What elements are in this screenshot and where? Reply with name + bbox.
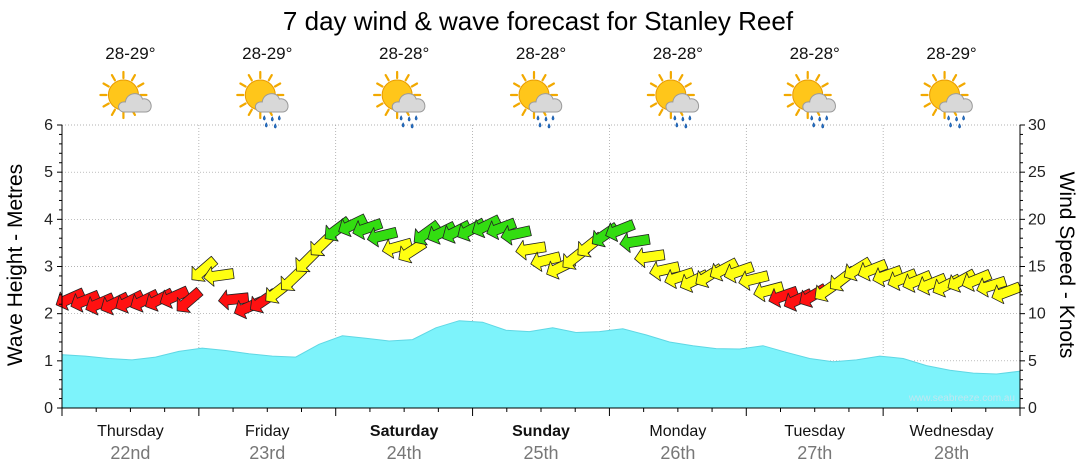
sun-cloud-rain-icon: [920, 70, 973, 129]
wind-arrow: [723, 261, 755, 284]
wind-arrow: [917, 272, 948, 296]
wind-arrow: [768, 285, 800, 308]
y-axis-label-left: Wave Height - Metres: [4, 164, 27, 366]
wind-arrow: [605, 219, 636, 242]
day-name: Thursday: [97, 423, 164, 440]
wind-arrow: [961, 269, 993, 292]
wind-arrows: [55, 213, 1023, 320]
wind-arrow: [857, 258, 889, 282]
wind-arrow: [530, 251, 562, 272]
sun-cloud-rain-icon: [373, 70, 426, 129]
wind-arrow: [413, 219, 442, 246]
temperature-label: 28-28°: [790, 44, 840, 63]
wind-arrow: [486, 217, 517, 240]
wind-arrow: [427, 221, 458, 245]
wind-arrow: [159, 285, 190, 309]
wind-arrow: [619, 232, 651, 253]
temperature-label: 28-29°: [242, 44, 292, 63]
axes: 0 1 2 3 4 5 6 0 5 10 15 20 25 30: [44, 117, 1046, 417]
sun-cloud-icon: [99, 70, 152, 120]
y-tick-label-right: 10: [1028, 306, 1046, 323]
y-tick-label-left: 4: [44, 211, 53, 228]
wave-height-area: [61, 320, 1021, 409]
temperature-label: 28-29°: [105, 44, 155, 63]
temperature-label: 28-29°: [926, 44, 976, 63]
day-date: 22nd: [110, 443, 150, 463]
wind-arrow: [366, 227, 399, 248]
sun-cloud-rain-icon: [509, 70, 563, 129]
wind-arrow: [203, 266, 235, 287]
y-tick-label-left: 3: [44, 259, 53, 276]
wind-arrow: [85, 292, 116, 316]
day-date: 28th: [934, 443, 969, 463]
wind-arrow: [471, 214, 502, 239]
wind-arrow: [649, 261, 681, 282]
chart-title: 7 day wind & wave forecast for Stanley R…: [283, 6, 794, 36]
day-date: 25th: [523, 443, 558, 463]
day-date: 24th: [387, 443, 422, 463]
y-tick-label-right: 5: [1028, 353, 1037, 370]
wind-arrow: [634, 247, 666, 268]
y-tick-label-left: 1: [44, 353, 53, 370]
day-name: Saturday: [370, 423, 439, 440]
wind-arrow: [176, 287, 204, 313]
y-tick-label-left: 6: [44, 117, 53, 134]
wind-arrow: [352, 218, 384, 240]
wind-arrow: [902, 270, 933, 293]
wind-arrow: [843, 256, 873, 282]
sun-cloud-rain-icon: [783, 70, 836, 129]
wind-arrow: [664, 267, 696, 289]
wind-arrow: [338, 213, 369, 238]
y-tick-label-right: 20: [1028, 211, 1046, 228]
sun-cloud-rain-icon: [236, 70, 289, 129]
wind-arrow: [218, 289, 250, 311]
wind-arrow: [709, 257, 740, 282]
wind-arrow: [738, 270, 770, 291]
wind-arrow: [70, 289, 101, 313]
wind-arrow: [753, 281, 785, 303]
temperature-label: 28-28°: [379, 44, 429, 63]
day-name: Wednesday: [909, 423, 993, 440]
wind-arrow: [947, 268, 978, 293]
y-tick-label-left: 2: [44, 306, 53, 323]
wind-arrow: [381, 237, 414, 259]
wind-arrow: [976, 275, 1008, 298]
y-tick-label-left: 0: [44, 400, 53, 417]
wind-arrow: [130, 289, 161, 313]
day-name: Sunday: [512, 423, 570, 440]
day-date: 27th: [797, 443, 832, 463]
day-columns: 28-29° Thursday 22nd 28-29° Friday 23rd 28-28°…: [97, 44, 994, 463]
y-tick-label-right: 30: [1028, 117, 1046, 134]
y-tick-label-left: 5: [44, 164, 53, 181]
wind-arrow: [887, 268, 919, 291]
y-tick-label-right: 15: [1028, 259, 1046, 276]
day-date: 26th: [660, 443, 695, 463]
y-axis-label-right: Wind Speed - Knots: [1055, 172, 1078, 359]
watermark: www.seabreeze.com.au: [908, 393, 1015, 404]
wind-arrow: [191, 255, 219, 282]
day-name: Friday: [245, 423, 289, 440]
wind-arrow: [872, 265, 904, 288]
day-name: Monday: [649, 423, 706, 440]
day-date: 23rd: [249, 443, 285, 463]
temperature-label: 28-28°: [653, 44, 703, 63]
y-tick-label-right: 0: [1028, 400, 1037, 417]
wind-arrow: [55, 287, 86, 311]
y-tick-label-right: 25: [1028, 164, 1046, 181]
wind-arrow: [515, 239, 547, 261]
sun-cloud-rain-icon: [646, 70, 699, 129]
temperature-label: 28-28°: [516, 44, 566, 63]
wind-arrow: [500, 225, 532, 246]
wind-arrow: [115, 289, 146, 314]
day-name: Tuesday: [784, 423, 845, 440]
